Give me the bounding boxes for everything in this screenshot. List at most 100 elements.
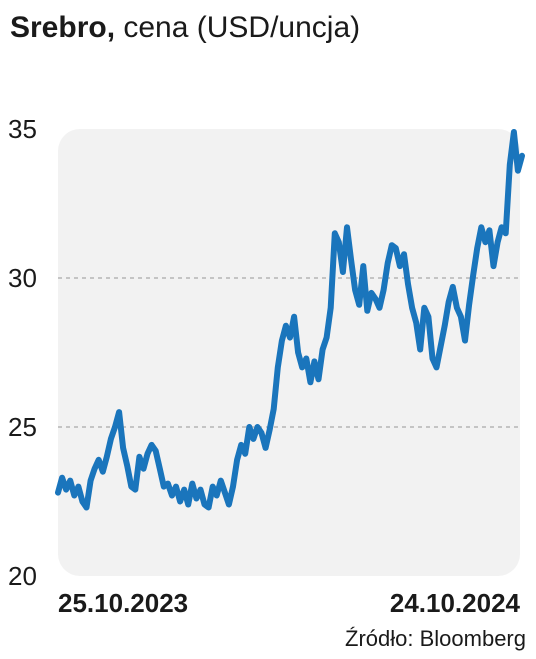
data-point xyxy=(202,502,207,507)
data-point xyxy=(165,481,171,487)
data-point xyxy=(316,376,321,382)
data-point xyxy=(210,484,216,490)
data-point xyxy=(234,457,240,463)
data-point xyxy=(482,239,488,245)
data-point xyxy=(193,496,199,501)
data-point xyxy=(230,484,236,490)
data-point xyxy=(259,430,264,436)
data-point xyxy=(413,320,419,326)
data-point xyxy=(381,287,387,293)
y-tick-label: 30 xyxy=(8,263,37,293)
plot-background xyxy=(58,129,520,576)
x-tick-label: 25.10.2023 xyxy=(58,588,188,618)
data-point xyxy=(409,305,415,311)
data-point xyxy=(55,490,61,496)
data-point xyxy=(116,409,122,415)
data-point xyxy=(173,484,179,490)
data-point xyxy=(79,499,85,504)
data-point xyxy=(63,487,69,493)
data-point xyxy=(185,502,191,507)
data-point xyxy=(222,490,228,496)
data-point xyxy=(145,451,150,457)
data-point xyxy=(71,493,77,498)
data-point xyxy=(84,505,89,510)
data-point xyxy=(515,168,521,174)
data-point xyxy=(153,448,159,454)
data-point xyxy=(393,245,399,251)
data-point xyxy=(405,281,411,287)
data-point xyxy=(59,475,65,481)
chart-title: Srebro, cena (USD/uncja) xyxy=(10,8,360,48)
data-point xyxy=(421,305,427,311)
data-point xyxy=(401,251,407,257)
data-point xyxy=(267,427,273,433)
data-point xyxy=(169,493,175,498)
data-point xyxy=(385,260,391,266)
data-point xyxy=(128,484,134,490)
data-point xyxy=(462,338,468,344)
data-point xyxy=(425,314,431,320)
data-point xyxy=(486,227,492,233)
data-point xyxy=(324,335,330,341)
data-point xyxy=(507,162,513,168)
data-point xyxy=(287,335,293,341)
y-tick-label: 25 xyxy=(8,412,37,442)
data-point xyxy=(332,230,338,236)
data-point xyxy=(303,356,309,361)
data-point xyxy=(307,379,313,385)
data-point xyxy=(108,436,114,442)
data-point xyxy=(218,478,224,484)
data-point xyxy=(75,484,81,490)
data-point xyxy=(320,347,326,352)
data-point xyxy=(96,457,102,463)
data-point xyxy=(88,478,94,484)
source-label: Źródło: Bloomberg xyxy=(345,626,526,651)
data-point xyxy=(279,338,285,344)
data-point xyxy=(238,442,244,448)
data-point xyxy=(275,364,281,370)
data-point xyxy=(450,284,456,290)
data-point xyxy=(141,466,146,472)
data-point xyxy=(373,296,378,302)
data-point xyxy=(458,314,464,320)
data-point xyxy=(340,269,346,275)
data-point xyxy=(389,242,395,248)
data-point xyxy=(198,487,203,493)
data-point xyxy=(120,445,126,451)
data-point xyxy=(377,305,382,311)
data-point xyxy=(254,424,260,430)
data-point xyxy=(442,323,448,329)
data-point xyxy=(368,290,374,296)
data-point xyxy=(466,302,472,308)
data-point xyxy=(491,263,496,269)
data-point xyxy=(344,224,350,230)
data-point xyxy=(364,308,370,314)
data-point xyxy=(67,478,73,484)
data-point xyxy=(328,305,334,311)
data-point xyxy=(214,493,220,498)
data-point xyxy=(311,358,317,364)
data-point xyxy=(430,356,435,361)
x-axis: 25.10.2023 24.10.2024 xyxy=(58,588,521,618)
data-point xyxy=(226,502,232,507)
data-point xyxy=(100,469,106,475)
data-point xyxy=(356,302,362,308)
data-point xyxy=(242,451,248,457)
data-point xyxy=(474,245,480,251)
x-tick-label: 24.10.2024 xyxy=(390,588,521,618)
data-point xyxy=(271,406,277,412)
data-point xyxy=(263,445,269,451)
data-point xyxy=(112,424,118,430)
data-point xyxy=(250,436,256,442)
data-point xyxy=(438,344,444,349)
data-point xyxy=(92,466,98,472)
data-point xyxy=(149,442,155,448)
data-point xyxy=(446,299,452,305)
data-point xyxy=(161,484,167,490)
data-point xyxy=(104,454,110,460)
data-point xyxy=(177,499,183,504)
y-tick-label: 35 xyxy=(8,114,37,144)
data-point xyxy=(470,272,476,278)
chart-title-bold: Srebro, xyxy=(10,11,116,44)
